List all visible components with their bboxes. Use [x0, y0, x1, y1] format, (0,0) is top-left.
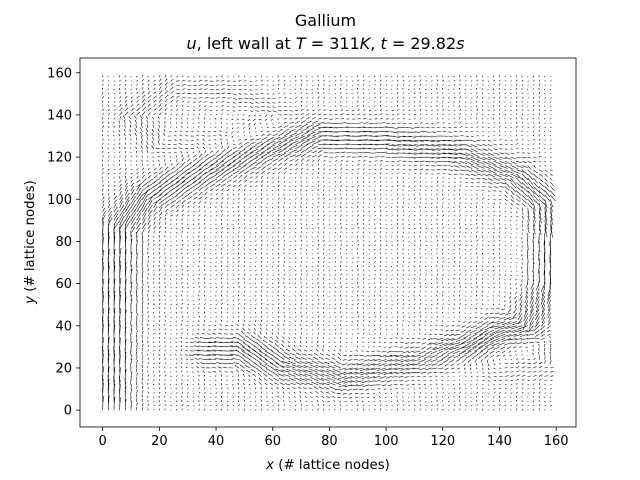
- subtitle-temperature-value: = 311: [306, 34, 360, 53]
- y-tick-label: 120: [47, 151, 72, 166]
- x-axis-label-text: (# lattice nodes): [274, 458, 390, 473]
- x-tick-label: 0: [99, 434, 107, 449]
- y-axis-label: y (# lattice nodes): [23, 180, 38, 305]
- x-tick-label: 40: [208, 434, 225, 449]
- x-tick-label: 20: [151, 434, 168, 449]
- x-tick-label: 60: [264, 434, 281, 449]
- y-axis-label-variable: y: [23, 295, 38, 305]
- y-tick-label: 160: [47, 66, 72, 81]
- subtitle-variable: u: [187, 34, 197, 53]
- x-axis-label-variable: x: [265, 458, 274, 473]
- y-axis-ticks: 0 20 40 60 80 100 120 140 160: [47, 66, 80, 419]
- y-tick-label: 60: [55, 277, 72, 292]
- chart-title: Gallium: [295, 11, 356, 30]
- velocity-arrows: [101, 74, 556, 411]
- y-tick-label: 100: [47, 193, 72, 208]
- x-axis-ticks: 0 20 40 60 80 100 120 140 160: [99, 427, 569, 449]
- subtitle-time-symbol: t: [380, 34, 387, 53]
- subtitle-time-value: = 29.82: [387, 34, 456, 53]
- subtitle-text: , left wall at: [197, 34, 296, 53]
- subtitle-temperature-symbol: T: [296, 34, 307, 53]
- chart-subtitle: u, left wall at T = 311K, t = 29.82s: [187, 34, 465, 53]
- x-tick-label: 120: [430, 434, 455, 449]
- plot-frame: [79, 57, 577, 428]
- y-tick-label: 0: [64, 404, 72, 419]
- quiver-arrows: [101, 74, 556, 411]
- subtitle-separator: ,: [370, 34, 380, 53]
- x-tick-label: 140: [487, 434, 512, 449]
- y-tick-label: 80: [55, 235, 72, 250]
- subtitle-time-unit: s: [456, 34, 464, 53]
- y-tick-label: 40: [55, 319, 72, 334]
- x-axis-label: x (# lattice nodes): [265, 458, 390, 473]
- y-tick-label: 140: [47, 108, 72, 123]
- y-tick-label: 20: [55, 361, 72, 376]
- x-tick-label: 80: [321, 434, 338, 449]
- y-axis-label-text: (# lattice nodes): [23, 180, 38, 296]
- subtitle-temperature-unit: K: [360, 34, 372, 53]
- x-tick-label: 160: [544, 434, 569, 449]
- x-tick-label: 100: [374, 434, 399, 449]
